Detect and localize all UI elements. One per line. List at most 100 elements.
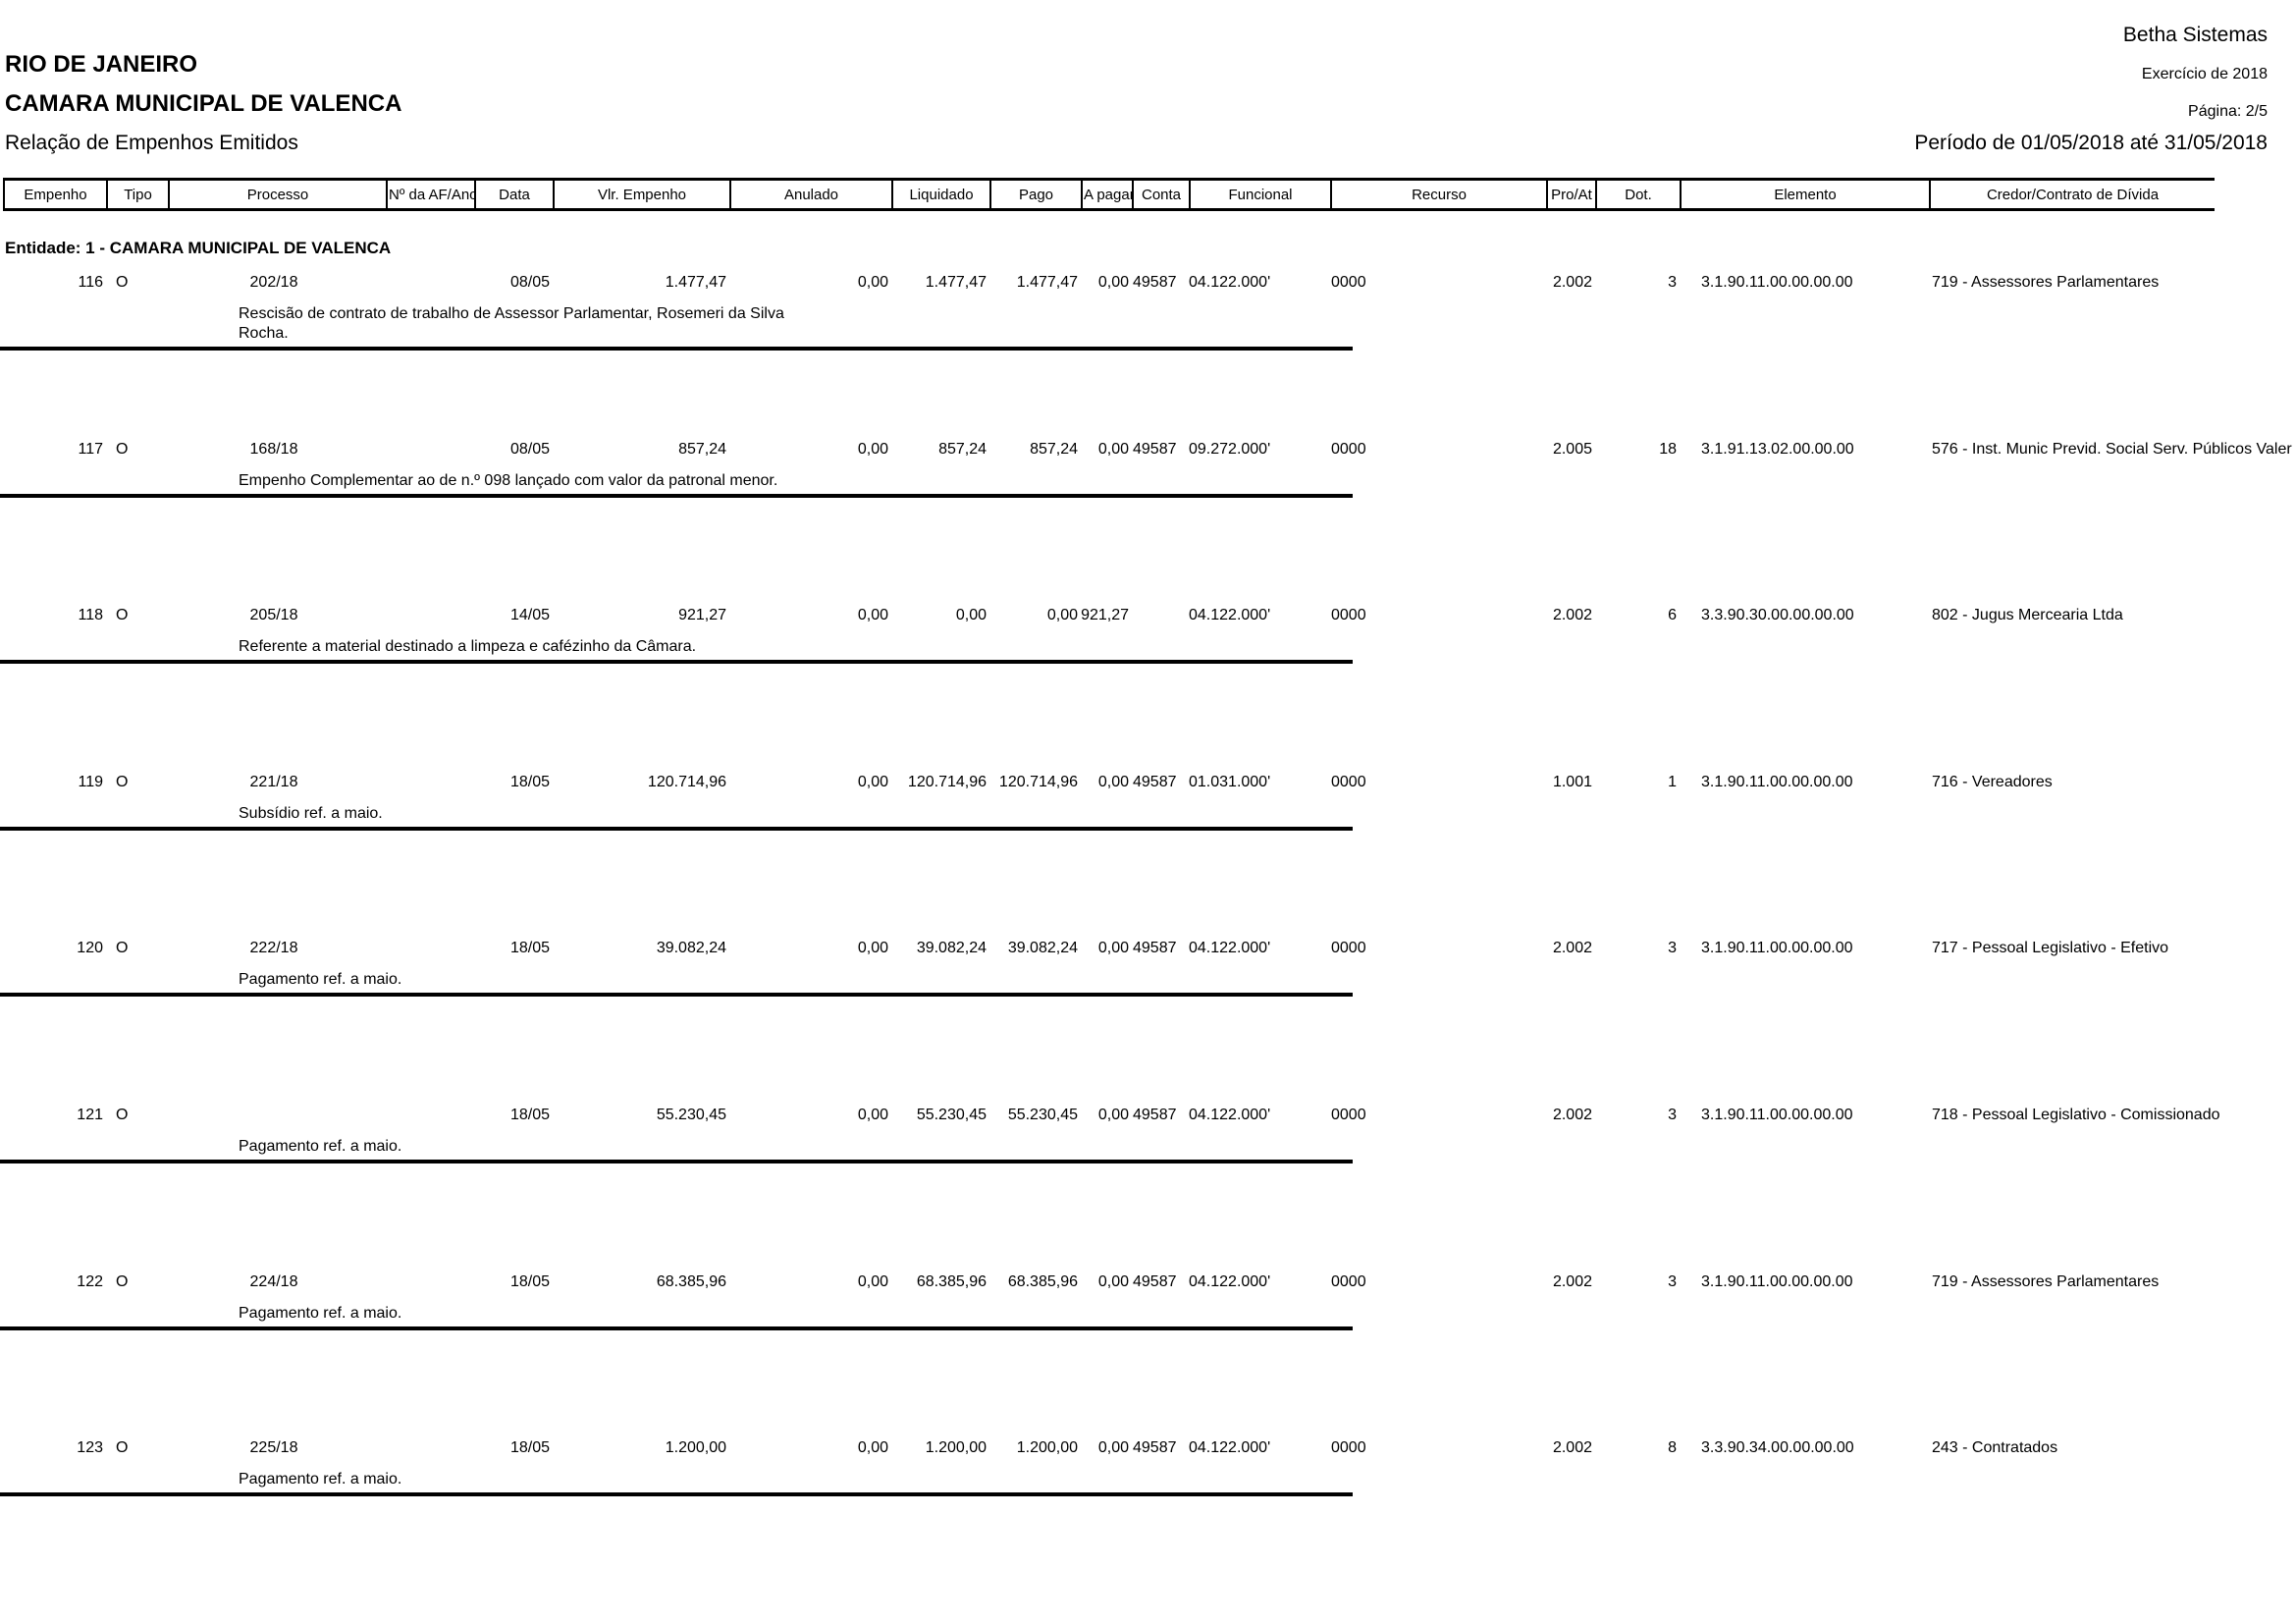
table-row: 123 O 225/18 18/05 1.200,00 0,00 1.200,0…: [0, 1431, 2296, 1597]
processo-cell: 221/18: [249, 773, 298, 790]
credor-cell: 719 - Assessores Parlamentares: [1932, 1272, 2160, 1290]
column-header-af-ano: Nº da AF/Ano: [386, 181, 474, 208]
row-description: Pagamento ref. a maio.: [239, 1137, 402, 1155]
recurso-cell: 0000: [1331, 1272, 1366, 1290]
column-header-data: Data: [474, 181, 553, 208]
a-pagar-cell: 0,00: [1097, 940, 1129, 957]
credor-cell: 718 - Pessoal Legislativo - Comissionado: [1932, 1106, 2220, 1123]
tipo-cell: O: [116, 1106, 129, 1123]
pago-cell: 857,24: [1030, 440, 1078, 458]
table-row: 122 O 224/18 18/05 68.385,96 0,00 68.385…: [0, 1265, 2296, 1432]
data-cell: 18/05: [509, 940, 550, 957]
liquidado-cell: 1.477,47: [925, 274, 987, 291]
tipo-cell: O: [116, 440, 129, 458]
a-pagar-cell: 0,00: [1097, 1106, 1129, 1123]
af-ano-cell: [383, 607, 471, 624]
vlr-empenho-cell: 1.200,00: [665, 1439, 726, 1457]
recurso-cell: 0000: [1331, 274, 1366, 291]
column-header-a-pagar: A pagar: [1081, 181, 1132, 208]
funcional-cell: 04.122.000': [1189, 1272, 1271, 1290]
vlr-empenho-cell: 1.477,47: [665, 274, 726, 291]
row-main-line: 121 O 18/05 55.230,45 0,00 55.230,45 55.…: [0, 1107, 2296, 1124]
processo-cell: 205/18: [249, 607, 298, 624]
anulado-cell: 0,00: [857, 940, 888, 957]
organization-name: CAMARA MUNICIPAL DE VALENCA: [5, 90, 402, 117]
credor-cell: 717 - Pessoal Legislativo - Efetivo: [1932, 940, 2169, 957]
funcional-cell: 09.272.000': [1189, 440, 1271, 458]
conta-cell: 49587: [1133, 773, 1177, 790]
credor-cell: 243 - Contratados: [1932, 1439, 2058, 1457]
pago-cell: 1.477,47: [1016, 274, 1078, 291]
liquidado-cell: 1.200,00: [925, 1439, 987, 1457]
column-header-recurso: Recurso: [1330, 181, 1546, 208]
pro-at-cell: 2.002: [1552, 940, 1592, 957]
liquidado-cell: 55.230,45: [916, 1106, 987, 1123]
conta-cell: 49587: [1133, 1272, 1177, 1290]
column-header-tipo: Tipo: [106, 181, 168, 208]
vlr-empenho-cell: 921,27: [678, 607, 726, 624]
row-description: Pagamento ref. a maio.: [239, 1471, 402, 1488]
funcional-cell: 04.122.000': [1189, 1439, 1271, 1457]
column-header-funcional: Funcional: [1189, 181, 1330, 208]
funcional-cell: 04.122.000': [1189, 940, 1271, 957]
vendor-name: Betha Sistemas: [2122, 24, 2268, 46]
dot-cell: 18: [1659, 440, 1677, 458]
row-description: Pagamento ref. a maio.: [239, 1304, 402, 1322]
rows-container: 116 O 202/18 08/05 1.477,47 0,00 1.477,4…: [0, 265, 2296, 1597]
liquidado-cell: 120.714,96: [907, 773, 987, 790]
data-cell: 18/05: [509, 1106, 550, 1123]
anulado-cell: 0,00: [857, 773, 888, 790]
a-pagar-cell: 0,00: [1097, 440, 1129, 458]
pro-at-cell: 2.002: [1552, 1106, 1592, 1123]
elemento-cell: 3.1.90.11.00.00.00.00: [1701, 940, 1853, 957]
period-label: Período de 01/05/2018 até 31/05/2018: [1914, 132, 2268, 154]
table-row: 116 O 202/18 08/05 1.477,47 0,00 1.477,4…: [0, 265, 2296, 432]
empenho-cell: 121: [77, 1106, 103, 1123]
af-ano-cell: [383, 1439, 471, 1457]
row-separator: [0, 1325, 1353, 1330]
a-pagar-cell: 0,00: [1097, 274, 1129, 291]
report-meta: Betha Sistemas Exercício de 2018 Página:…: [1914, 24, 2268, 155]
pago-cell: 120.714,96: [998, 773, 1078, 790]
column-header-pro-at: Pro/At: [1546, 181, 1595, 208]
dot-cell: 3: [1668, 1272, 1677, 1290]
table-row: 117 O 168/18 08/05 857,24 0,00 857,24 85…: [0, 432, 2296, 599]
row-separator: [0, 1492, 1353, 1497]
row-separator: [0, 660, 1353, 665]
column-header-pago: Pago: [989, 181, 1081, 208]
liquidado-cell: 857,24: [938, 440, 987, 458]
processo-cell: [165, 1107, 383, 1124]
vlr-empenho-cell: 55.230,45: [656, 1106, 726, 1123]
data-cell: 18/05: [509, 773, 550, 790]
table-row: 118 O 205/18 14/05 921,27 0,00 0,00 0,00…: [0, 598, 2296, 765]
row-main-line: 116 O 202/18 08/05 1.477,47 0,00 1.477,4…: [0, 274, 2296, 292]
recurso-cell: 0000: [1331, 1106, 1366, 1123]
anulado-cell: 0,00: [857, 1439, 888, 1457]
state-name: RIO DE JANEIRO: [5, 51, 198, 78]
anulado-cell: 0,00: [857, 274, 888, 291]
row-description: Empenho Complementar ao de n.º 098 lança…: [239, 471, 778, 489]
empenho-cell: 117: [78, 440, 103, 458]
row-separator: [0, 993, 1353, 998]
recurso-cell: 0000: [1331, 607, 1366, 624]
funcional-cell: 04.122.000': [1189, 1106, 1271, 1123]
column-header-anulado: Anulado: [729, 181, 891, 208]
dot-cell: 3: [1668, 940, 1677, 957]
empenho-cell: 122: [77, 1272, 103, 1290]
vlr-empenho-cell: 68.385,96: [656, 1272, 726, 1290]
data-cell: 18/05: [509, 1439, 550, 1457]
processo-cell: 224/18: [249, 1272, 298, 1290]
row-description: Subsídio ref. a maio.: [239, 804, 383, 822]
dot-cell: 6: [1668, 607, 1677, 624]
liquidado-cell: 0,00: [955, 607, 987, 624]
pro-at-cell: 2.002: [1552, 1272, 1592, 1290]
row-separator: [0, 347, 1353, 351]
a-pagar-cell: 921,27: [1081, 607, 1129, 624]
tipo-cell: O: [116, 607, 129, 624]
table-row: 121 O 18/05 55.230,45 0,00 55.230,45 55.…: [0, 1098, 2296, 1265]
report-title: Relação de Empenhos Emitidos: [5, 132, 298, 154]
elemento-cell: 3.1.90.11.00.00.00.00: [1701, 773, 1853, 790]
exercise-label: Exercício de 2018: [2141, 66, 2268, 82]
row-separator: [0, 493, 1353, 498]
pro-at-cell: 2.002: [1552, 274, 1592, 291]
